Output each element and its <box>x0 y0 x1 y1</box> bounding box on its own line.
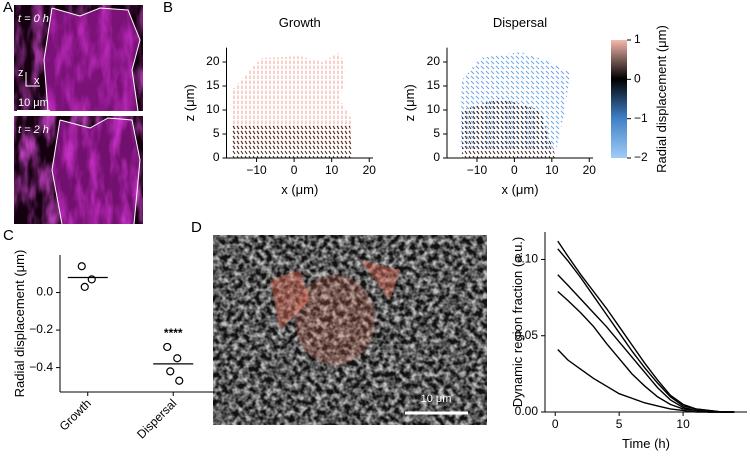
x-tick-label: Dispersal <box>134 396 179 441</box>
line <box>557 274 735 413</box>
x-tick-label: −10 <box>246 163 267 177</box>
panel-label: D <box>191 219 202 236</box>
line <box>557 290 735 413</box>
colorbar-tick-label: −2 <box>634 150 648 164</box>
quiver-field <box>232 52 352 158</box>
x-tick-label: 20 <box>363 163 377 177</box>
y-tick-label: 0.00 <box>515 404 539 418</box>
y-tick-label: 0.0 <box>36 285 53 299</box>
axis-label: x <box>34 75 40 87</box>
point <box>80 282 89 292</box>
image-a <box>14 5 143 225</box>
x-tick-label: 20 <box>583 163 597 177</box>
x-tick-label: Growth <box>57 396 94 433</box>
x-tick-label: 0 <box>552 417 559 431</box>
y-tick-label: 20 <box>206 54 220 68</box>
y-tick-label: 10 <box>206 102 220 116</box>
y-tick-label: 15 <box>427 78 441 92</box>
colorbar-tick-label: −1 <box>634 111 648 125</box>
point <box>163 342 172 352</box>
point <box>173 354 182 363</box>
y-axis-label: z (μm) <box>402 84 417 121</box>
point <box>77 262 86 271</box>
colorbar <box>611 40 627 158</box>
x-tick-label: 5 <box>616 417 623 431</box>
x-axis-label: Time (h) <box>622 436 670 451</box>
y-tick-label: 0 <box>433 150 440 164</box>
y-axis-label: Radial displacement (μm) <box>12 250 27 398</box>
line <box>557 248 735 413</box>
colorbar-tick-label: 0 <box>634 72 641 86</box>
y-tick-label: 20 <box>427 54 441 68</box>
scale-label: 10 μm <box>421 393 452 405</box>
y-axis-label: z (μm) <box>182 84 197 121</box>
time-label: t = 2 h <box>18 124 49 136</box>
x-tick-label: 0 <box>511 163 518 177</box>
time-label: t = 0 h <box>18 13 49 25</box>
point <box>166 367 175 376</box>
x-axis-label: x (μm) <box>501 182 538 197</box>
colorbar-label: Radial displacement (μm) <box>654 25 669 173</box>
panel-label: B <box>163 0 173 16</box>
y-tick-label: 15 <box>206 78 220 92</box>
x-tick-label: 10 <box>676 417 690 431</box>
y-tick-label: 10 <box>427 102 441 116</box>
x-tick-label: 10 <box>545 163 559 177</box>
scale-label: 10 μm <box>18 97 49 109</box>
y-tick-label: −0.2 <box>29 322 53 336</box>
point <box>175 376 184 385</box>
y-tick-label: 5 <box>433 126 440 140</box>
y-axis-label: Dynamic region fraction (a.u.) <box>510 237 525 408</box>
x-tick-label: 10 <box>325 163 339 177</box>
axis-label: z <box>18 67 24 79</box>
x-tick-label: 0 <box>291 163 298 177</box>
x-axis-label: x (μm) <box>281 182 318 197</box>
panel-label: C <box>3 227 14 244</box>
line <box>557 348 735 413</box>
annotation: **** <box>164 326 183 340</box>
y-tick-label: 0 <box>213 150 220 164</box>
y-tick-label: −0.4 <box>29 360 53 374</box>
chart-title: Dispersal <box>493 15 547 30</box>
colorbar-tick-label: 1 <box>634 32 641 46</box>
image-d <box>213 235 487 425</box>
y-tick-label: 5 <box>213 126 220 140</box>
panel-label: A <box>3 0 13 16</box>
y-tick-label: 0.05 <box>515 328 539 342</box>
chart-title: Growth <box>279 15 321 30</box>
quiver-field <box>460 52 570 158</box>
y-tick-label: 0.10 <box>515 252 539 266</box>
x-tick-label: −10 <box>467 163 488 177</box>
